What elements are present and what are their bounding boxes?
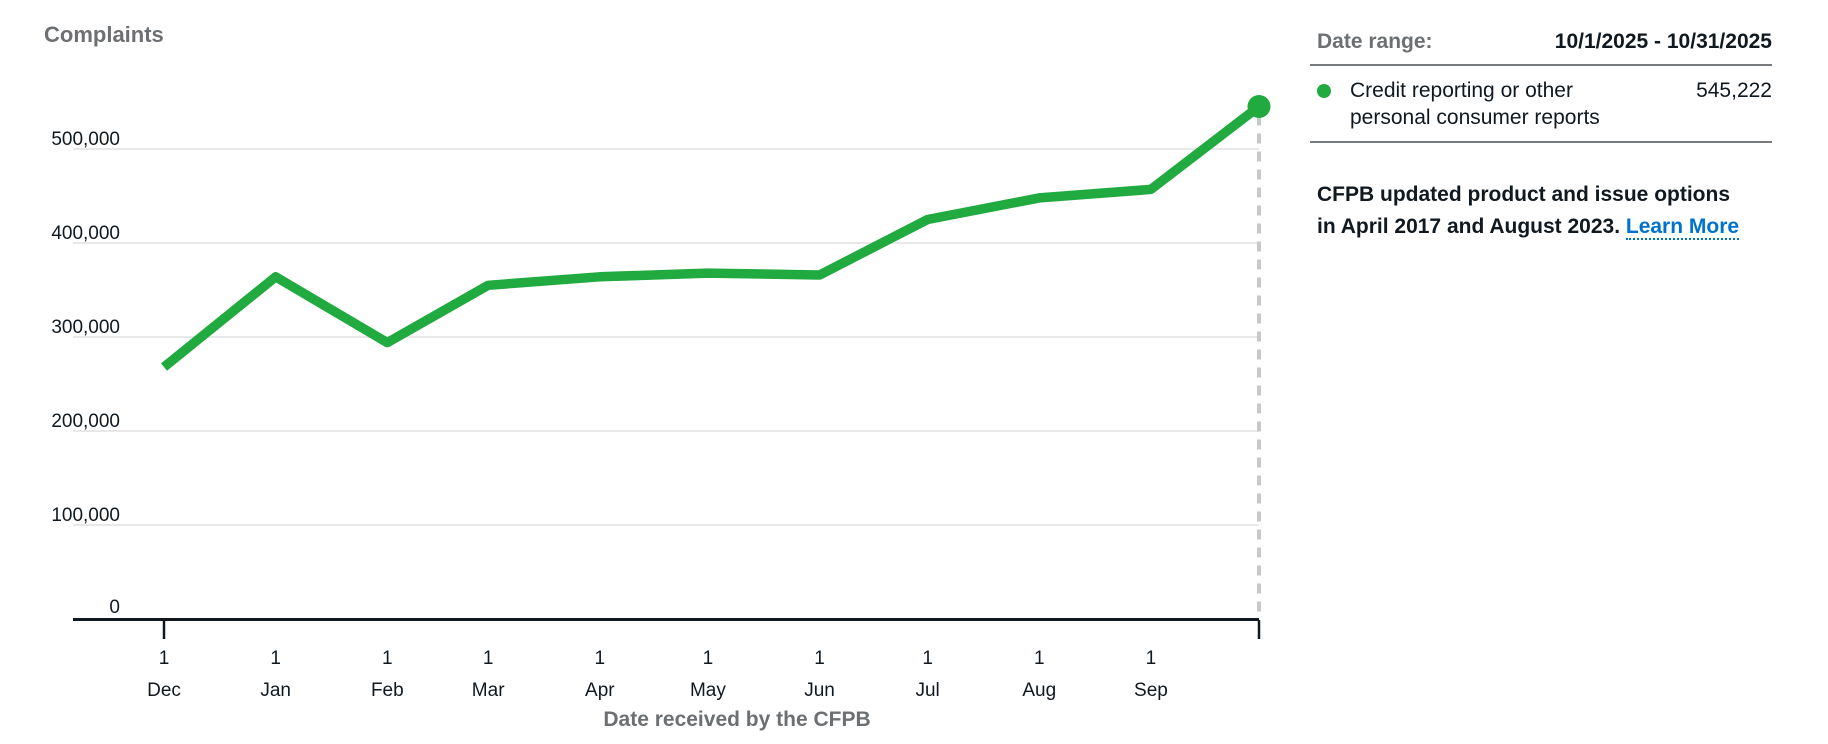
latest-point-dot[interactable] [1247, 94, 1271, 118]
legend-series-name: Credit reporting or other personal consu… [1350, 79, 1600, 129]
legend-row: Credit reporting or other personal consu… [1310, 66, 1772, 143]
complaints-trend-line[interactable] [161, 102, 1262, 371]
learn-more-link[interactable]: Learn More [1625, 215, 1740, 240]
y-axis-title: Complaints [44, 22, 164, 47]
x-axis-title: Date received by the CFPB [603, 708, 871, 731]
x-tick-day-label: 1 [1034, 648, 1045, 669]
note-text-line2: in April 2017 and August 2023. [1317, 215, 1626, 238]
summary-panel: Date range: 10/1/2025 - 10/31/2025 Credi… [1310, 30, 1772, 243]
x-tick-day-label: 1 [703, 648, 714, 669]
legend-series-value: 545,222 [1696, 79, 1772, 102]
x-tick-month-label: May [690, 680, 726, 701]
y-tick-label: 400,000 [51, 223, 120, 244]
update-note: CFPB updated product and issue options i… [1317, 179, 1772, 243]
x-tick-month-label: Mar [472, 680, 505, 701]
x-tick-month-label: Jul [915, 680, 939, 701]
date-range-row: Date range: 10/1/2025 - 10/31/2025 [1310, 30, 1772, 66]
x-tick-day-label: 1 [270, 648, 281, 669]
y-tick-label: 200,000 [51, 411, 120, 432]
x-tick-month-label: Apr [585, 680, 615, 701]
y-tick-label: 0 [109, 597, 120, 618]
note-text-line1: CFPB updated product and issue options [1317, 183, 1731, 206]
x-tick-month-label: Aug [1022, 680, 1056, 701]
y-tick-label: 500,000 [51, 129, 120, 150]
date-range-value: 10/1/2025 - 10/31/2025 [1554, 30, 1772, 53]
date-range-label: Date range: [1317, 30, 1433, 53]
x-tick-month-label: Feb [371, 680, 404, 701]
x-tick-day-label: 1 [159, 648, 170, 669]
complaints-line-chart[interactable]: 0 100,000 200,000 300,000 400,000 500,000 1 Dec… [0, 0, 1320, 744]
x-tick-day-label: 1 [1146, 648, 1157, 669]
x-tick-month-label: Jun [804, 680, 835, 701]
x-tick-day-label: 1 [382, 648, 393, 669]
y-tick-label: 100,000 [51, 505, 120, 526]
x-tick-day-label: 1 [814, 648, 825, 669]
legend-dot-icon [1317, 84, 1331, 98]
x-tick-month-label: Dec [147, 680, 181, 701]
x-tick-day-label: 1 [922, 648, 933, 669]
y-tick-label: 300,000 [51, 317, 120, 338]
x-tick-day-label: 1 [483, 648, 494, 669]
x-tick-month-label: Sep [1134, 680, 1168, 701]
x-tick-day-label: 1 [595, 648, 606, 669]
x-tick-month-label: Jan [260, 680, 291, 701]
